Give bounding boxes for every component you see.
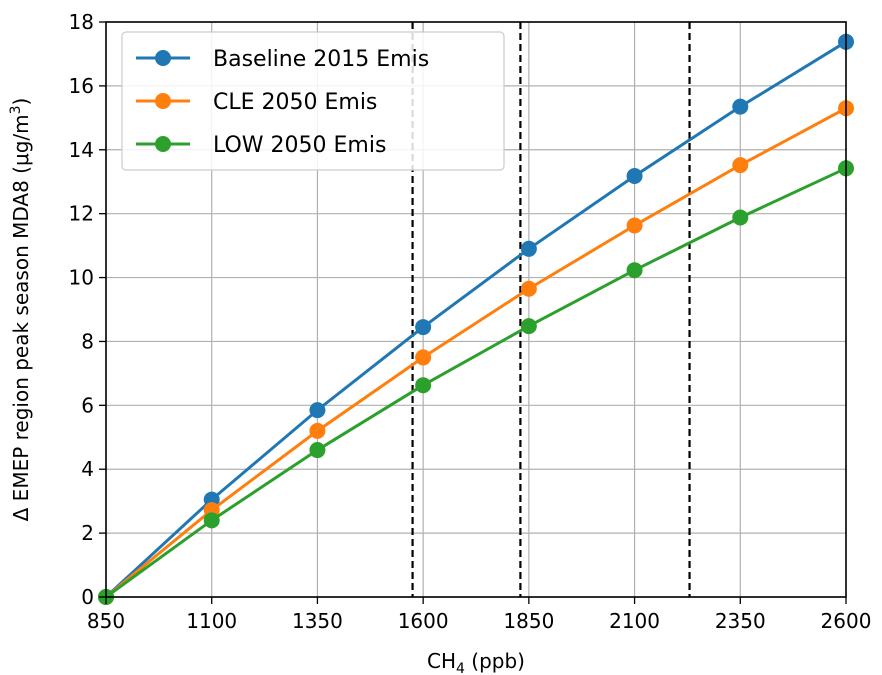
data-point [626,217,643,234]
legend-marker [155,93,171,109]
reference-lines [411,22,691,597]
plot-frame [105,21,847,598]
y-tick-label: 0 [81,585,94,609]
data-point [309,402,326,419]
data-point [309,422,326,439]
y-tick-label: 10 [69,266,94,290]
y-tick-label: 2 [81,521,94,545]
x-axis-title: CH4 (ppb) [427,649,525,675]
series-line [104,40,847,599]
data-point [520,240,537,257]
x-tick-label: 1850 [503,609,554,633]
legend-box [121,31,505,171]
data-point [626,167,643,184]
y-tick-label: 16 [69,74,94,98]
data-point [415,319,432,336]
series-lines [98,33,854,605]
x-tick-label: 2350 [715,609,766,633]
x-tick-label: 2100 [609,609,660,633]
y-tick-label: 14 [69,138,94,162]
data-point [626,262,643,279]
y-tick-label: 8 [81,329,94,353]
data-point [732,157,749,174]
y-tick-label: 18 [69,10,94,34]
data-point [520,318,537,335]
data-point [732,98,749,115]
y-tick-label: 12 [69,202,94,226]
series-line [105,166,847,599]
legend-label: Baseline 2015 Emis [213,47,429,72]
x-tick-label: 2600 [821,609,872,633]
legend-label: LOW 2050 Emis [213,133,386,158]
data-point [415,349,432,366]
series-line [105,106,847,599]
x-tick-label: 1600 [398,609,449,633]
y-axis-title: Δ EMEP region peak season MDA8 (μg/m3) [8,98,33,522]
y-tick-label: 4 [81,457,94,481]
x-tick-label: 1350 [292,609,343,633]
legend-label: CLE 2050 Emis [213,90,377,115]
x-tick-label: 850 [87,609,125,633]
data-point [732,209,749,226]
data-point [309,442,326,459]
y-tick-label: 6 [81,393,94,417]
axis-ticks: 850 1100 1350 1600 1850 2100 2350 2600 0 2 4 6 8 10 12… [69,10,872,633]
data-point [520,280,537,297]
legend-marker [155,136,171,152]
data-point [203,512,220,529]
legend: Baseline 2015 Emis CLE 2050 Emis LOW 2050 … [121,31,505,171]
x-tick-label: 1100 [186,609,237,633]
data-point [415,377,432,394]
legend-marker [155,50,171,66]
